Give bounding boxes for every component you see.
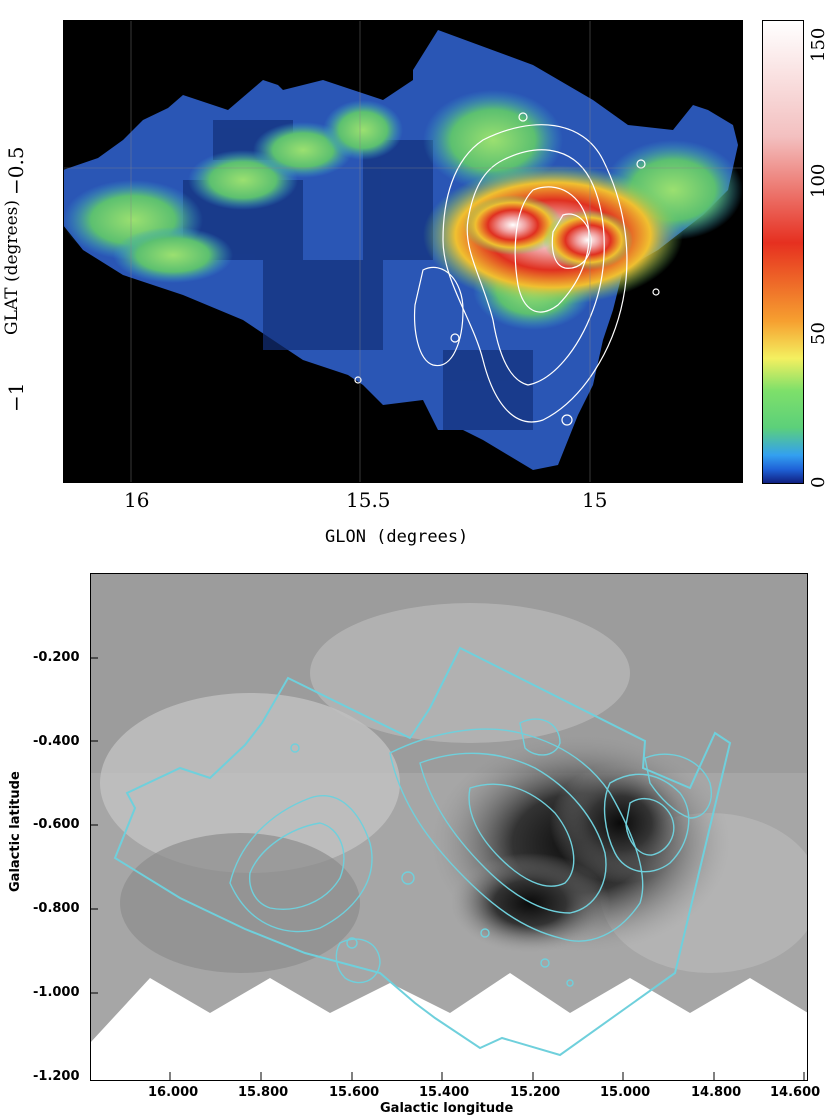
colorbar [762, 20, 804, 484]
bottom-x-tick-15.000: 15.000 [600, 1085, 651, 1100]
top-y-tick-0.5: −0.5 [4, 146, 28, 195]
bottom-x-tick-14.800: 14.800 [691, 1085, 742, 1100]
bottom-map [90, 573, 808, 1081]
radio-contours [354, 112, 660, 426]
emission-contours [229, 718, 712, 987]
colorbar-tick-0: 0 [808, 476, 829, 488]
bottom-y-tick-1.0: -1.000 [33, 985, 80, 1000]
bottom-y-tick-0.4: -0.400 [33, 734, 80, 749]
bottom-x-tick-15.200: 15.200 [510, 1085, 561, 1100]
bottom-y-tick-0.2: -0.200 [33, 650, 80, 665]
top-x-tick-15.5: 15.5 [346, 488, 391, 512]
bottom-x-tick-15.600: 15.600 [329, 1085, 380, 1100]
top-y-axis-label: GLAT (degrees) [2, 199, 22, 335]
bottom-x-tick-14.600: 14.600 [770, 1085, 821, 1100]
bottom-y-tick-1.2: -1.200 [33, 1069, 80, 1084]
bottom-x-tick-15.800: 15.800 [238, 1085, 289, 1100]
dark-cloud [430, 733, 730, 953]
bottom-panel-frame [90, 573, 808, 1081]
bottom-y-tick-0.8: -0.800 [33, 901, 80, 916]
top-y-tick-1: −1 [4, 382, 28, 412]
bottom-x-tick-15.400: 15.400 [419, 1085, 470, 1100]
top-panel-frame [63, 20, 743, 483]
top-x-tick-15: 15 [582, 488, 608, 512]
top-x-tick-16: 16 [124, 488, 150, 512]
colorbar-tick-100: 100 [808, 163, 829, 198]
coordinate-grid [63, 20, 743, 483]
survey-outline [113, 646, 732, 1057]
bottom-y-axis-label: Galactic latitude [8, 771, 23, 892]
bottom-x-tick-16.000: 16.000 [148, 1085, 199, 1100]
top-map [63, 20, 743, 483]
bottom-y-tick-0.6: -0.600 [33, 817, 80, 832]
colorbar-tick-50: 50 [808, 322, 829, 345]
top-x-axis-label: GLON (degrees) [325, 527, 469, 547]
bottom-tick-marks [90, 657, 805, 1080]
colorbar-tick-150: 150 [808, 27, 829, 62]
bottom-x-axis-label: Galactic longitude [380, 1101, 514, 1116]
